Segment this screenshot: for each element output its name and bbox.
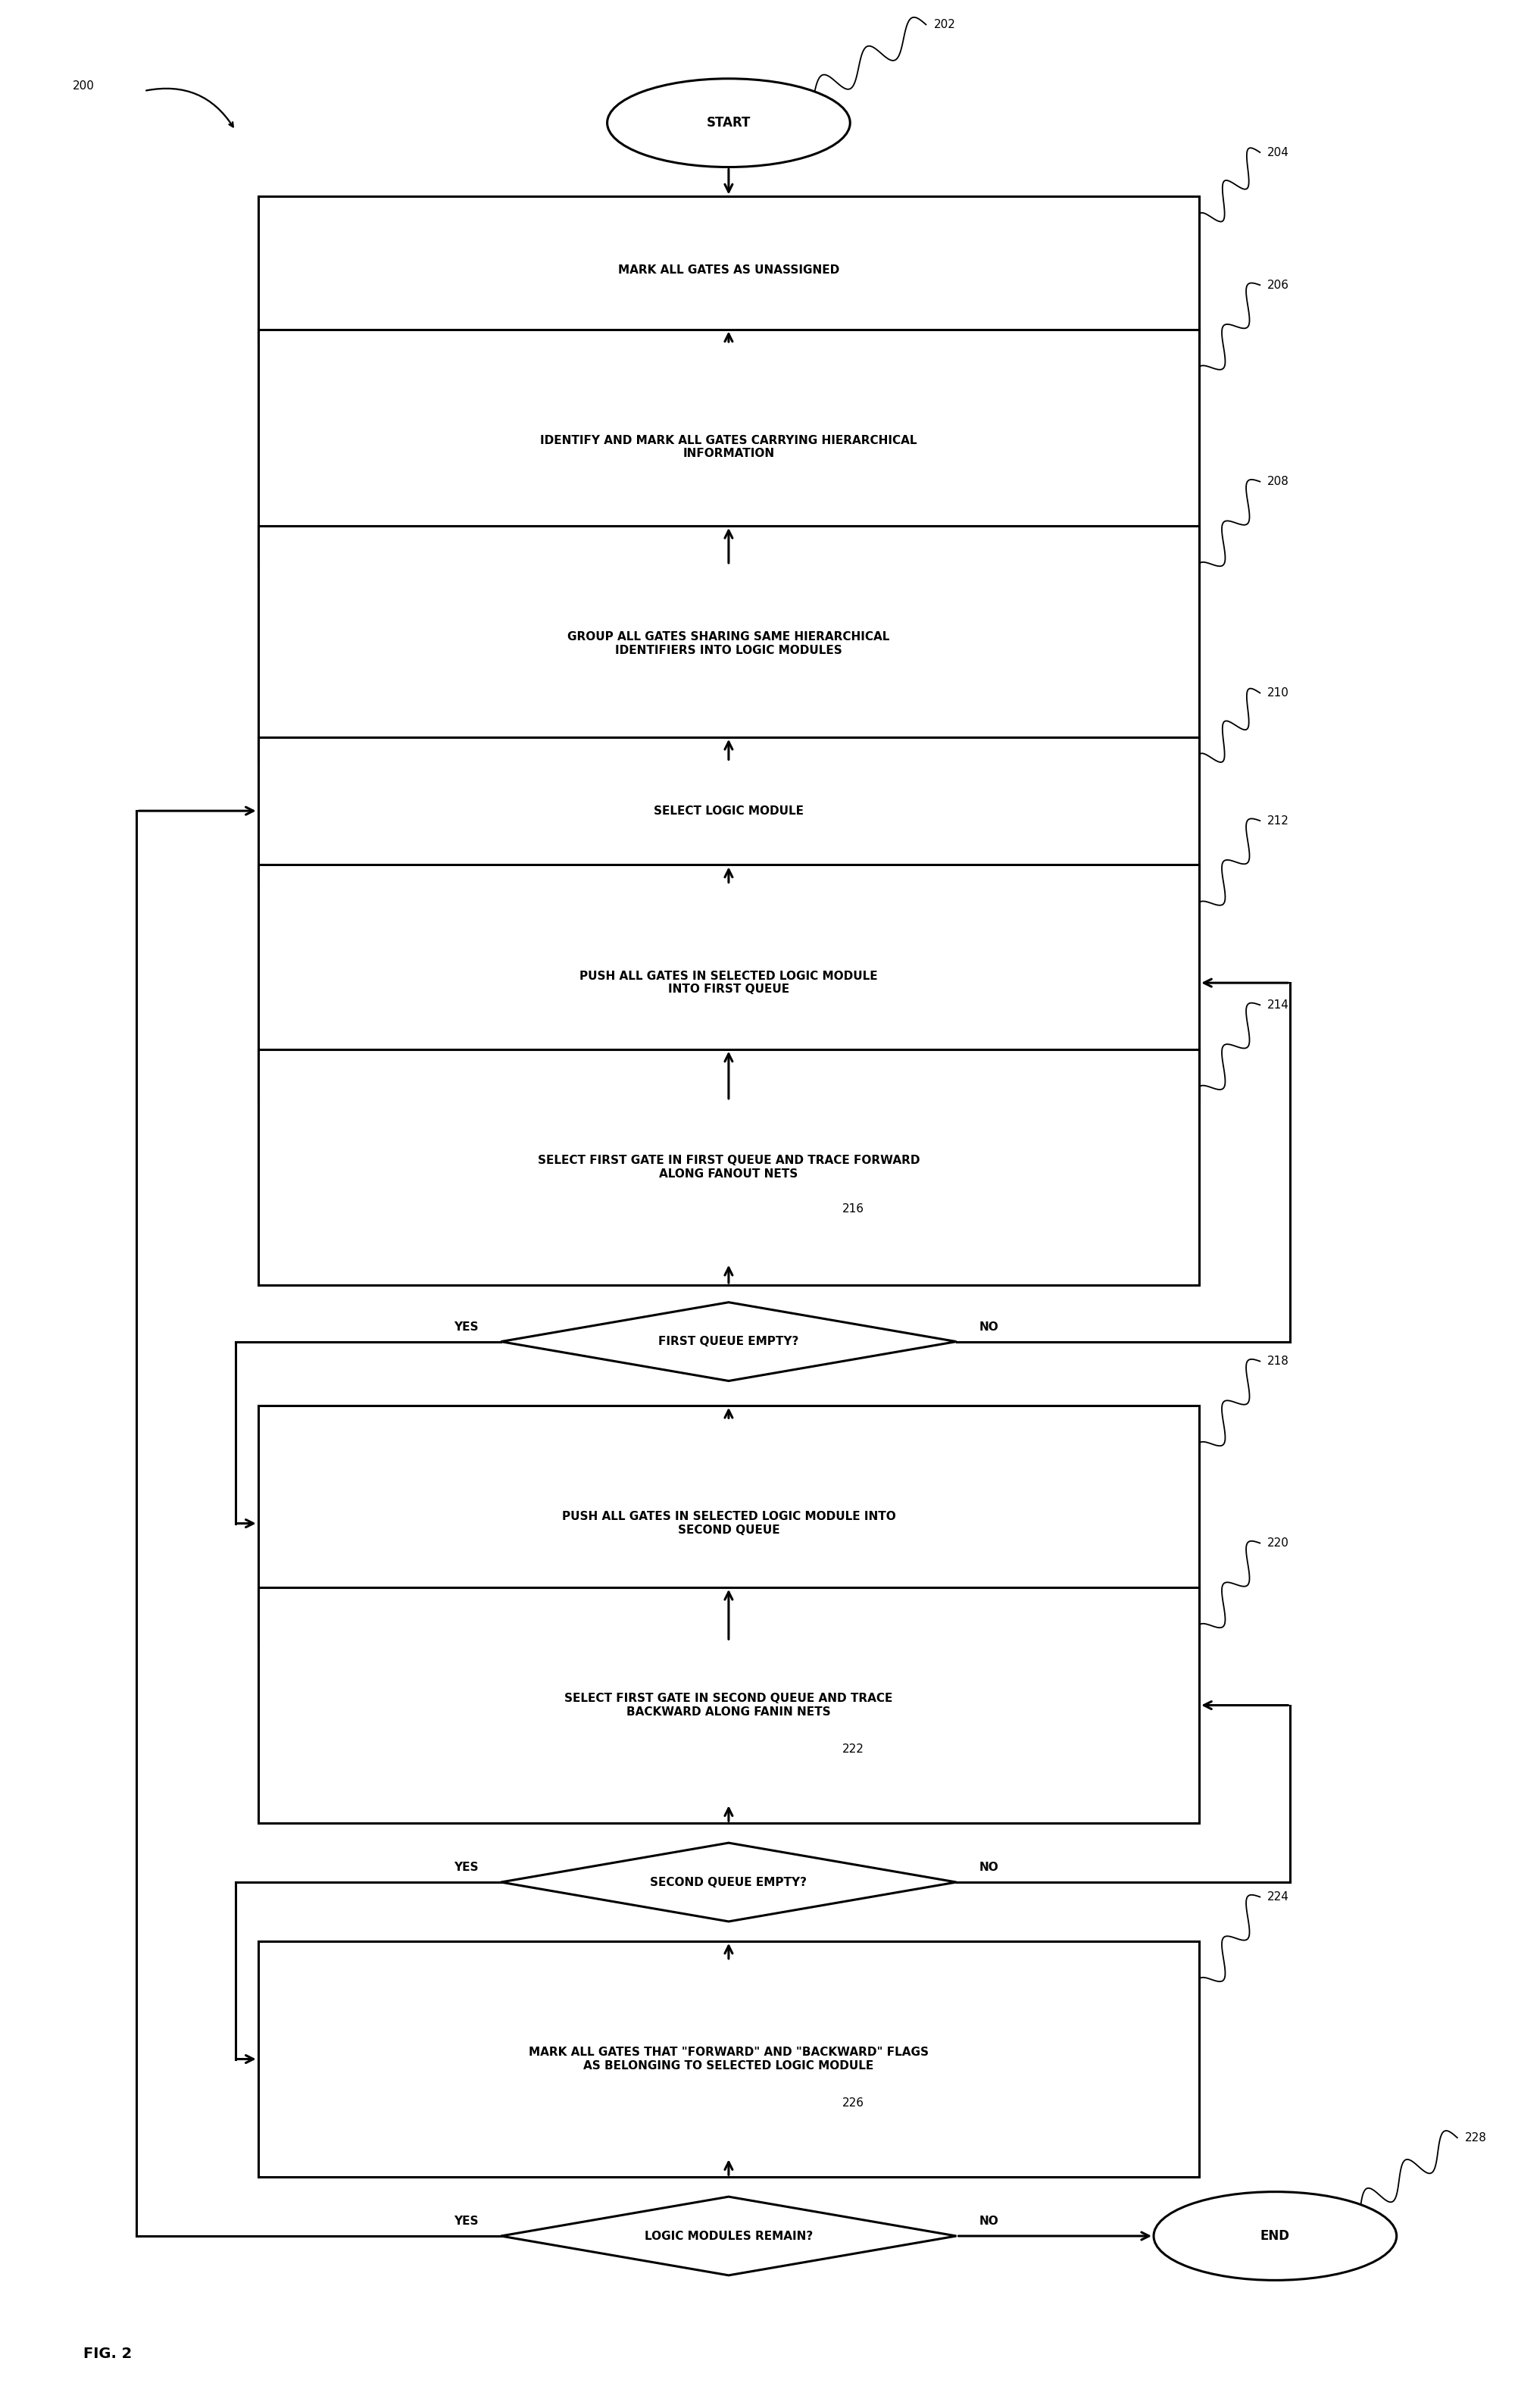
Polygon shape: [501, 1842, 956, 1922]
Text: 200: 200: [73, 79, 94, 92]
FancyBboxPatch shape: [258, 1406, 1199, 1642]
Text: 226: 226: [842, 2097, 864, 2109]
Text: 214: 214: [1268, 999, 1289, 1011]
Text: MARK ALL GATES THAT "FORWARD" AND "BACKWARD" FLAGS
AS BELONGING TO SELECTED LOGI: MARK ALL GATES THAT "FORWARD" AND "BACKW…: [528, 2047, 929, 2071]
FancyBboxPatch shape: [258, 330, 1199, 566]
Text: NO: NO: [979, 1322, 999, 1332]
Text: 206: 206: [1268, 279, 1289, 291]
Text: NO: NO: [979, 1861, 999, 1873]
FancyBboxPatch shape: [258, 864, 1199, 1100]
FancyBboxPatch shape: [258, 737, 1199, 884]
Text: SELECT LOGIC MODULE: SELECT LOGIC MODULE: [654, 804, 803, 816]
Polygon shape: [501, 2196, 956, 2276]
Text: IDENTIFY AND MARK ALL GATES CARRYING HIERARCHICAL
INFORMATION: IDENTIFY AND MARK ALL GATES CARRYING HIE…: [540, 436, 917, 460]
Text: YES: YES: [454, 2215, 478, 2227]
FancyBboxPatch shape: [258, 1587, 1199, 1823]
Text: MARK ALL GATES AS UNASSIGNED: MARK ALL GATES AS UNASSIGNED: [618, 265, 839, 277]
Text: 204: 204: [1268, 147, 1289, 159]
Text: 220: 220: [1268, 1536, 1289, 1548]
Ellipse shape: [1154, 2191, 1397, 2280]
Text: SELECT FIRST GATE IN FIRST QUEUE AND TRACE FORWARD
ALONG FANOUT NETS: SELECT FIRST GATE IN FIRST QUEUE AND TRA…: [537, 1156, 920, 1180]
Text: PUSH ALL GATES IN SELECTED LOGIC MODULE
INTO FIRST QUEUE: PUSH ALL GATES IN SELECTED LOGIC MODULE …: [580, 970, 877, 995]
Text: 212: 212: [1268, 814, 1289, 826]
Text: PUSH ALL GATES IN SELECTED LOGIC MODULE INTO
SECOND QUEUE: PUSH ALL GATES IN SELECTED LOGIC MODULE …: [562, 1512, 896, 1536]
Text: END: END: [1260, 2230, 1290, 2242]
Text: FIRST QUEUE EMPTY?: FIRST QUEUE EMPTY?: [659, 1336, 798, 1348]
Text: YES: YES: [454, 1322, 478, 1332]
FancyBboxPatch shape: [258, 1050, 1199, 1286]
Text: LOGIC MODULES REMAIN?: LOGIC MODULES REMAIN?: [645, 2230, 812, 2242]
Text: YES: YES: [454, 1861, 478, 1873]
Text: NO: NO: [979, 2215, 999, 2227]
Polygon shape: [501, 1303, 956, 1380]
Text: 210: 210: [1268, 686, 1289, 698]
Text: 222: 222: [842, 1743, 864, 1755]
Text: 208: 208: [1268, 477, 1289, 486]
Text: SELECT FIRST GATE IN SECOND QUEUE AND TRACE
BACKWARD ALONG FANIN NETS: SELECT FIRST GATE IN SECOND QUEUE AND TR…: [565, 1693, 893, 1717]
Text: FIG. 2: FIG. 2: [83, 2348, 132, 2362]
Text: START: START: [706, 116, 751, 130]
Text: 216: 216: [842, 1204, 864, 1214]
FancyBboxPatch shape: [258, 197, 1199, 344]
Text: 228: 228: [1465, 2131, 1486, 2143]
FancyBboxPatch shape: [258, 525, 1199, 761]
Text: GROUP ALL GATES SHARING SAME HIERARCHICAL
IDENTIFIERS INTO LOGIC MODULES: GROUP ALL GATES SHARING SAME HIERARCHICA…: [568, 631, 890, 655]
Text: 218: 218: [1268, 1356, 1289, 1368]
Text: SECOND QUEUE EMPTY?: SECOND QUEUE EMPTY?: [650, 1876, 808, 1888]
Text: 224: 224: [1268, 1890, 1289, 1902]
Ellipse shape: [607, 79, 850, 166]
FancyBboxPatch shape: [258, 1941, 1199, 2177]
Text: 202: 202: [934, 19, 955, 31]
